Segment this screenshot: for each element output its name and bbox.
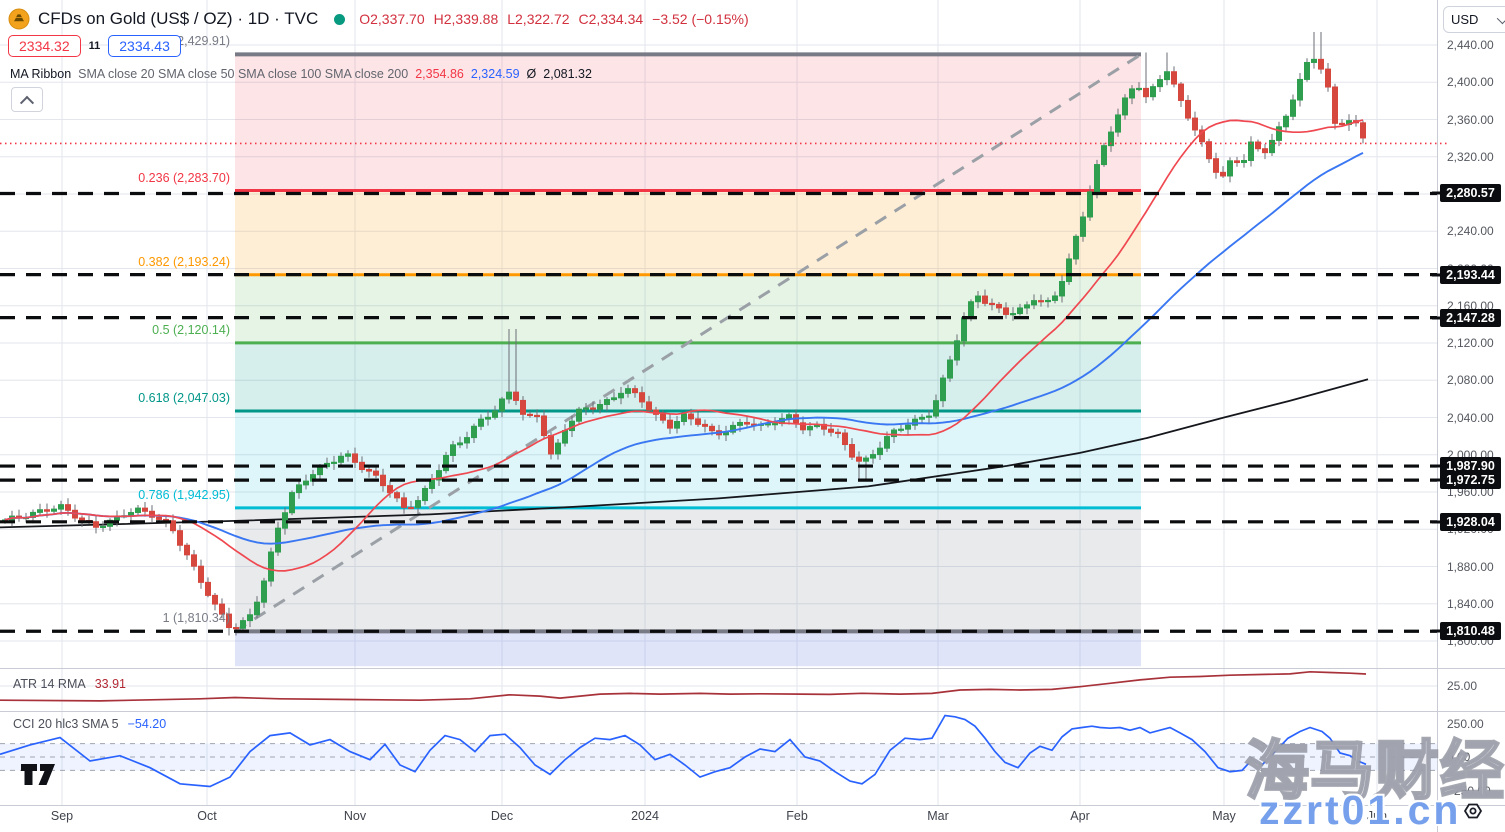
price-axis-label: 2,400.00 bbox=[1447, 75, 1494, 90]
symbol-title: CFDs on Gold (US$ / OZ) · 1D · TVC bbox=[38, 9, 319, 28]
atr-label: ATR 14 RMA bbox=[13, 677, 86, 691]
price-axis-label: 2,120.00 bbox=[1447, 336, 1494, 351]
time-axis-label[interactable]: Mar bbox=[927, 809, 949, 823]
ma-ribbon-value-sma20: 2,354.86 bbox=[415, 67, 464, 81]
atr-legend[interactable]: ATR 14 RMA 33.91 bbox=[13, 677, 126, 691]
fib-level-label: 0.5 (2,120.14) bbox=[152, 322, 230, 337]
time-axis-label[interactable]: Feb bbox=[786, 809, 808, 823]
gold-symbol-icon bbox=[8, 8, 30, 30]
ohlc-high: H2,339.88 bbox=[433, 11, 499, 27]
cci-label: CCI 20 hlc3 SMA 5 bbox=[13, 717, 119, 731]
chevron-down-icon bbox=[1496, 12, 1505, 24]
cci-axis-label: −250.00 bbox=[1447, 783, 1491, 798]
fib-level-label: 0.618 (2,047.03) bbox=[138, 390, 230, 405]
fib-level-label: 0.382 (2,193.24) bbox=[138, 254, 230, 269]
time-axis-settings-gear-icon[interactable] bbox=[1463, 801, 1483, 821]
price-level-badge: 2,147.28 bbox=[1440, 308, 1501, 327]
time-axis-label[interactable]: Oct bbox=[197, 809, 217, 823]
buy-button[interactable]: 2334.43 bbox=[108, 35, 181, 57]
symbol-legend[interactable]: CFDs on Gold (US$ / OZ) · 1D · TVC O2,33… bbox=[8, 6, 749, 32]
sell-button[interactable]: 2334.32 bbox=[8, 35, 81, 57]
ma-ribbon-title: MA Ribbon bbox=[10, 67, 72, 81]
ma-ribbon-value-sma50: 2,324.59 bbox=[470, 67, 520, 81]
time-axis-label[interactable]: Jun bbox=[1366, 809, 1388, 823]
ohlc-low: L2,322.72 bbox=[507, 11, 570, 27]
ohlc-values: O2,337.70 H2,339.88 L2,322.72 C2,334.34 … bbox=[359, 11, 748, 27]
ma-ribbon-value-sma200: 2,081.32 bbox=[543, 67, 592, 81]
ma-ribbon-params: SMA close 20 SMA close 50 SMA close 100 … bbox=[78, 67, 409, 81]
fib-level-label: 1 (1,810.34) bbox=[162, 611, 230, 626]
spread-value: 11 bbox=[88, 40, 101, 52]
legend-collapse-button[interactable] bbox=[11, 87, 43, 112]
price-axis-label: 2,440.00 bbox=[1447, 38, 1494, 52]
currency-label: USD bbox=[1451, 12, 1479, 27]
time-axis-label[interactable]: 2024 bbox=[631, 809, 659, 823]
time-axis-label[interactable]: Dec bbox=[490, 809, 514, 823]
price-level-badge: 1,810.48 bbox=[1440, 622, 1501, 641]
price-axis-label: 2,240.00 bbox=[1447, 224, 1494, 239]
cci-axis-label: 0.00 bbox=[1447, 750, 1471, 764]
currency-selector[interactable]: USD bbox=[1443, 6, 1505, 33]
atr-axis-label: 25.00 bbox=[1447, 679, 1478, 693]
price-level-badge: 2,280.57 bbox=[1440, 184, 1501, 203]
cci-legend[interactable]: CCI 20 hlc3 SMA 5 −54.20 bbox=[13, 717, 166, 731]
ohlc-open: O2,337.70 bbox=[359, 11, 425, 27]
price-axis-label: 2,320.00 bbox=[1447, 149, 1494, 164]
ma-ribbon-avg-symbol: Ø bbox=[526, 67, 537, 81]
price-axis-label: 2,080.00 bbox=[1447, 373, 1494, 388]
market-status-dot[interactable] bbox=[334, 13, 346, 25]
ohlc-change: −3.52 (−0.15%) bbox=[652, 11, 749, 27]
watermark-site: zzrt01.cn bbox=[1259, 787, 1462, 832]
watermark-chinese: 海马财经 bbox=[1244, 734, 1505, 809]
ohlc-close: C2,334.34 bbox=[578, 11, 644, 27]
price-axis-label: 1,840.00 bbox=[1447, 596, 1494, 611]
price-axis-label: 1,880.00 bbox=[1447, 559, 1494, 574]
trade-buttons: 2334.32 11 2334.43 bbox=[8, 34, 181, 58]
ma-ribbon-legend[interactable]: MA Ribbon SMA close 20 SMA close 50 SMA … bbox=[10, 65, 592, 83]
price-axis-label: 2,360.00 bbox=[1447, 112, 1494, 127]
price-level-badge: 1,972.75 bbox=[1440, 471, 1501, 490]
chevron-up-icon bbox=[19, 95, 35, 110]
cci-value: −54.20 bbox=[127, 717, 167, 731]
price-level-badge: 1,928.04 bbox=[1440, 512, 1501, 531]
fib-level-label: 0.236 (2,283.70) bbox=[138, 170, 230, 185]
price-level-badge: 2,193.44 bbox=[1440, 265, 1501, 284]
atr-value: 33.91 bbox=[94, 677, 126, 691]
fib-level-label: 0.786 (1,942.95) bbox=[138, 487, 230, 502]
time-axis-label[interactable]: Sep bbox=[50, 809, 74, 823]
time-axis-label[interactable]: Apr bbox=[1070, 809, 1090, 823]
price-axis-label: 2,040.00 bbox=[1447, 410, 1494, 425]
time-axis-label[interactable]: May bbox=[1212, 809, 1236, 823]
tradingview-logo[interactable] bbox=[20, 763, 58, 787]
cci-axis-label: 250.00 bbox=[1447, 716, 1484, 731]
time-axis-label[interactable]: Nov bbox=[343, 809, 367, 823]
